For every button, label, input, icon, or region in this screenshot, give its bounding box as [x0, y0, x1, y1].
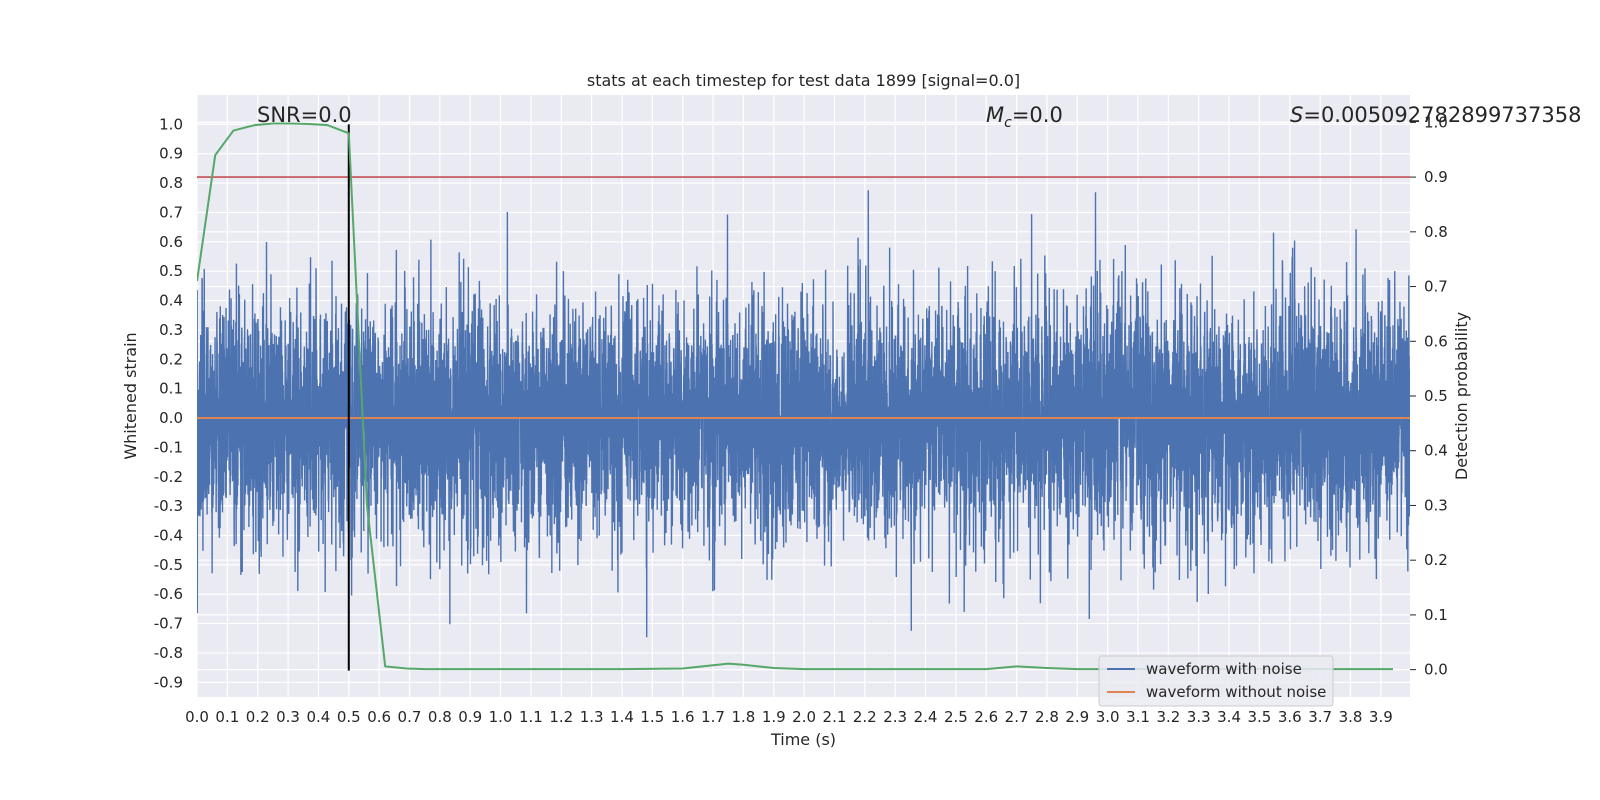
s-symbol: S	[1290, 103, 1303, 127]
waveform-with-noise-line	[197, 190, 1410, 638]
y-tick-label: -0.9	[154, 673, 183, 691]
y-tick-labels: 1.0 0.9 0.8 0.7 0.6 0.5 0.4 0.3 0.2 0.1 0.0 -0.1 -0.…	[154, 115, 183, 691]
x-tick-label: 0.6	[367, 708, 391, 726]
x-tick-label: 2.7	[1005, 708, 1029, 726]
x-tick-label: 2.2	[853, 708, 877, 726]
x-axis-label: Time (s)	[770, 730, 836, 749]
y2-tick-label: 0.1	[1424, 606, 1448, 624]
y-tick-label: 0.7	[159, 203, 183, 221]
x-tick-label: 3.4	[1217, 708, 1241, 726]
x-tick-label: 0.4	[306, 708, 330, 726]
x-tick-labels: 0.0 0.1 0.2 0.3 0.4 0.5 0.6 0.7 0.8 0.9 1.0 1.1 1.2 1…	[185, 708, 1393, 726]
x-tick-label: 3.8	[1339, 708, 1363, 726]
y-tick-label: 0.9	[159, 145, 183, 163]
y-tick-label: 0.0	[159, 409, 183, 427]
x-tick-label: 3.5	[1248, 708, 1272, 726]
y2-tick-label: 0.5	[1424, 387, 1448, 405]
y2-tick-label: 0.7	[1424, 278, 1448, 296]
y2-tick-label: 0.9	[1424, 168, 1448, 186]
y2-tick-label: 0.0	[1424, 661, 1448, 679]
y-tick-label: 1.0	[159, 115, 183, 133]
x-tick-label: 0.5	[337, 708, 361, 726]
x-tick-label: 2.6	[974, 708, 998, 726]
y-tick-label: -0.4	[154, 526, 183, 544]
y-tick-label: 0.1	[159, 380, 183, 398]
x-tick-label: 3.3	[1187, 708, 1211, 726]
x-tick-label: 1.4	[610, 708, 634, 726]
chart-title: stats at each timestep for test data 189…	[587, 71, 1020, 90]
legend: waveform with noise waveform without noi…	[1098, 655, 1334, 707]
x-tick-label: 1.7	[701, 708, 725, 726]
y-tick-label: -0.1	[154, 438, 183, 456]
x-tick-label: 3.6	[1278, 708, 1302, 726]
y-tick-label: 0.3	[159, 321, 183, 339]
x-tick-label: 1.0	[489, 708, 513, 726]
x-tick-label: 2.0	[792, 708, 816, 726]
x-tick-label: 1.3	[580, 708, 604, 726]
y-tick-label: -0.5	[154, 556, 183, 574]
snr-annotation: SNR=0.0	[257, 103, 352, 127]
y2-tick-label: 0.8	[1424, 223, 1448, 241]
x-tick-label: 0.3	[276, 708, 300, 726]
y-tick-label: 0.2	[159, 350, 183, 368]
y-tick-label: 0.8	[159, 174, 183, 192]
x-tick-label: 1.8	[731, 708, 755, 726]
x-tick-label: 2.4	[914, 708, 938, 726]
x-tick-label: 1.2	[549, 708, 573, 726]
x-tick-label: 3.7	[1308, 708, 1332, 726]
y2-tick-label: 1.0	[1424, 113, 1448, 131]
x-tick-label: 3.2	[1156, 708, 1180, 726]
detection-probability-line	[197, 122, 1393, 671]
y-tick-label: -0.7	[154, 615, 183, 633]
legend-entry-noise: waveform with noise	[1146, 660, 1302, 678]
y2-axis-label: Detection probability	[1452, 312, 1471, 480]
x-tick-label: 2.3	[883, 708, 907, 726]
plot-area	[197, 122, 1410, 671]
legend-entry-clean: waveform without noise	[1146, 683, 1326, 701]
x-tick-label: 0.2	[246, 708, 270, 726]
y2-tick-label: 0.4	[1424, 442, 1448, 460]
x-tick-label: 2.1	[823, 708, 847, 726]
x-tick-label: 0.8	[428, 708, 452, 726]
x-tick-label: 1.1	[519, 708, 543, 726]
y-tick-label: 0.6	[159, 233, 183, 251]
y-tick-label: -0.3	[154, 497, 183, 515]
y2-tick-label: 0.3	[1424, 496, 1448, 514]
legend-box	[1098, 655, 1334, 707]
y2-tick-labels: 0.0 0.1 0.2 0.3 0.4 0.5 0.6 0.7 0.8 0.9 1.0	[1410, 113, 1448, 679]
y-axis-label: Whitened strain	[121, 332, 140, 459]
x-tick-label: 3.0	[1096, 708, 1120, 726]
x-tick-label: 2.5	[944, 708, 968, 726]
y-tick-label: -0.8	[154, 644, 183, 662]
x-tick-label: 0.1	[215, 708, 239, 726]
y2-tick-label: 0.6	[1424, 332, 1448, 350]
chirp-mass-annotation: Mc=0.0	[986, 103, 1063, 131]
s-value: =0.005092782899737358	[1303, 103, 1581, 127]
y2-tick-label: 0.2	[1424, 551, 1448, 569]
mc-value: =0.0	[1012, 103, 1063, 127]
x-tick-label: 1.5	[640, 708, 664, 726]
y-tick-label: 0.4	[159, 292, 183, 310]
y-tick-label: -0.2	[154, 468, 183, 486]
x-tick-label: 2.9	[1065, 708, 1089, 726]
y-tick-label: -0.6	[154, 585, 183, 603]
x-tick-label: 1.9	[762, 708, 786, 726]
x-tick-label: 0.9	[458, 708, 482, 726]
x-tick-label: 3.9	[1369, 708, 1393, 726]
s-annotation: S=0.005092782899737358	[1290, 103, 1581, 127]
mc-subscript: c	[1004, 115, 1012, 131]
x-tick-label: 3.1	[1126, 708, 1150, 726]
x-tick-label: 1.6	[671, 708, 695, 726]
x-tick-label: 2.8	[1035, 708, 1059, 726]
x-tick-label: 0.7	[398, 708, 422, 726]
y-tick-label: 0.5	[159, 262, 183, 280]
mc-symbol: M	[986, 103, 1004, 127]
x-tick-label: 0.0	[185, 708, 209, 726]
